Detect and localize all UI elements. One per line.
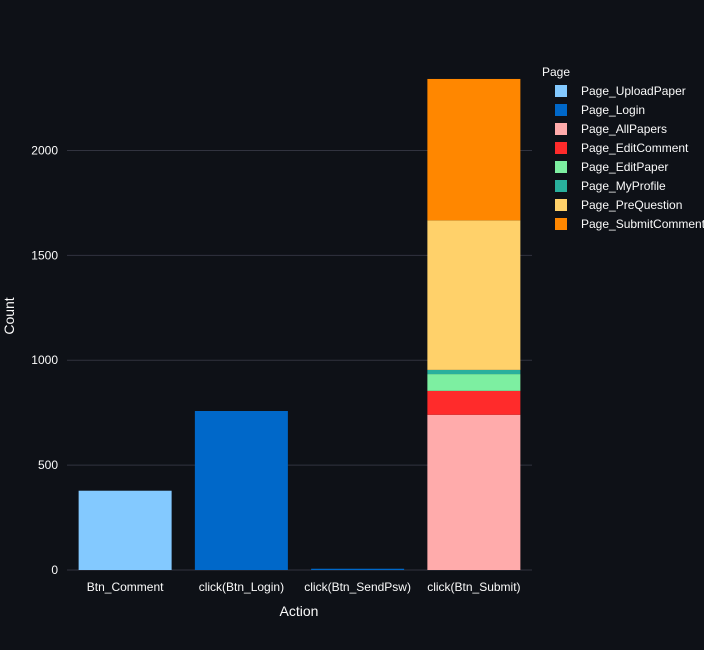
legend-label-Page_EditComment[interactable]: Page_EditComment (581, 141, 689, 155)
legend-swatch-Page_UploadPaper[interactable] (555, 85, 567, 97)
y-tick-label: 1500 (31, 248, 58, 262)
legend-label-Page_SubmitComment[interactable]: Page_SubmitComment (581, 217, 704, 231)
y-tick-label: 1000 (31, 353, 58, 367)
bar-Page_AllPapers-3[interactable] (427, 414, 521, 570)
x-tick-labels: Btn_Comment click(Btn_Login) click(Btn_Sen… (87, 580, 521, 594)
legend-swatch-Page_EditComment[interactable] (555, 142, 567, 154)
bars (78, 78, 521, 570)
x-axis-title: Action (280, 603, 319, 619)
y-tick-label: 2000 (31, 143, 58, 157)
y-axis-title: Count (1, 297, 17, 334)
bar-Page_MyProfile-3[interactable] (427, 369, 521, 375)
x-tick-label: Btn_Comment (87, 580, 164, 594)
y-tick-label: 500 (38, 458, 58, 472)
legend-label-Page_MyProfile[interactable]: Page_MyProfile (581, 179, 666, 193)
legend-label-Page_Login[interactable]: Page_Login (581, 103, 645, 117)
y-tick-label: 0 (51, 563, 58, 577)
legend-label-Page_UploadPaper[interactable]: Page_UploadPaper (581, 84, 686, 98)
x-tick-label: click(Btn_SendPsw) (304, 580, 411, 594)
bar-Page_EditComment-3[interactable] (427, 390, 521, 415)
bar-Page_UploadPaper-0[interactable] (78, 490, 172, 570)
legend-swatch-Page_AllPapers[interactable] (555, 123, 567, 135)
bar-Page_EditPaper-3[interactable] (427, 374, 521, 391)
legend-swatch-Page_Login[interactable] (555, 104, 567, 116)
bar-Page_Login-1[interactable] (194, 411, 288, 570)
legend-title: Page (542, 65, 570, 79)
x-tick-label: click(Btn_Submit) (427, 580, 520, 594)
legend-label-Page_PreQuestion[interactable]: Page_PreQuestion (581, 198, 682, 212)
bar-Page_PreQuestion-3[interactable] (427, 220, 521, 370)
legend-swatch-Page_SubmitComment[interactable] (555, 218, 567, 230)
legend-label-Page_EditPaper[interactable]: Page_EditPaper (581, 160, 668, 174)
y-tick-labels: 0 500 1000 1500 2000 (31, 143, 58, 577)
bar-Page_Login-2[interactable] (311, 568, 405, 570)
legend-label-Page_AllPapers[interactable]: Page_AllPapers (581, 122, 667, 136)
bar-Page_SubmitComment-3[interactable] (427, 78, 521, 221)
legend-swatch-Page_EditPaper[interactable] (555, 161, 567, 173)
x-tick-label: click(Btn_Login) (199, 580, 284, 594)
legend-swatch-Page_MyProfile[interactable] (555, 180, 567, 192)
legend: Page Page_UploadPaper Page_Login Page_AllP… (542, 65, 704, 231)
legend-swatch-Page_PreQuestion[interactable] (555, 199, 567, 211)
